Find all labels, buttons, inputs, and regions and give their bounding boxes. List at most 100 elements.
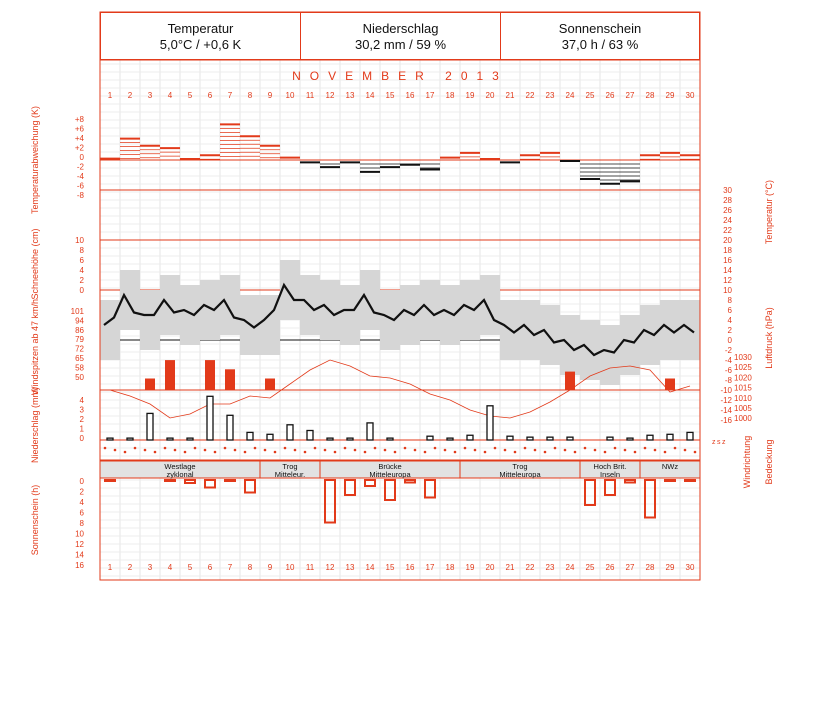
weather-pattern-label: Mitteleuropa [369,470,411,479]
sunshine-tick: 0 [80,477,85,486]
precip-bar [206,395,214,441]
wind-direction-dot [193,446,197,450]
header-temperature-value: 5,0°C / +0,6 K [159,37,242,52]
temperature-range-band [400,285,420,345]
header-precipitation-value: 30,2 mm / 59 % [354,37,447,52]
wind-peak-bar [145,378,155,390]
precip-tick: 1 [80,425,85,434]
sunshine-bar [244,479,256,494]
day-label-top: 7 [228,91,233,100]
temperature-tick: 16 [723,256,732,265]
wind-direction-dot [273,450,277,454]
day-label-bottom: 30 [686,563,695,572]
day-label-bottom: 7 [228,563,233,572]
day-label-top: 5 [188,91,193,100]
sunshine-tick: 8 [80,519,85,528]
wind-direction-dot [143,448,147,452]
wind-direction-dot [423,450,427,454]
left-title-wind: Windspitzen ab 47 km/h [30,299,40,395]
precip-bar [246,431,254,441]
wind-direction-dot [353,448,357,452]
wind-direction-dot [513,450,517,454]
wind-peak-bar [265,378,275,390]
precip-bar [546,436,554,441]
temp-anomaly-tick: +4 [75,134,85,143]
precip-tick: 4 [80,396,85,405]
day-label-top: 19 [466,91,475,100]
sunshine-bar [644,479,656,519]
day-label-top: 2 [128,91,133,100]
weather-pattern-label: Mitteleur. [275,470,305,479]
weather-pattern-label: Hoch Brit. [594,462,627,471]
day-label-bottom: 25 [586,563,595,572]
day-label-top: 25 [586,91,595,100]
temperature-range-band [140,290,160,350]
temperature-range-band [620,315,640,375]
sunshine-bar [384,479,396,501]
wind-direction-dot [263,448,267,452]
pressure-tick: 1010 [734,394,752,403]
day-label-bottom: 15 [386,563,395,572]
precip-bar [286,424,294,441]
precip-bar [646,434,654,441]
temp-anomaly-tick: -2 [77,163,85,172]
precip-bar [506,435,514,441]
precip-bar [166,437,174,441]
wind-direction-dot [313,446,317,450]
temperature-range-band [380,290,400,350]
wind-direction-dot [403,446,407,450]
month-title: NOVEMBER 2013 [292,69,508,83]
day-label-bottom: 12 [326,563,335,572]
wind-direction-dot [543,450,547,454]
precip-bar [366,422,374,441]
temp-anomaly-tick: -4 [77,172,85,181]
day-label-bottom: 14 [366,563,375,572]
wind-peak-bar [565,371,575,390]
sunshine-tick: 14 [75,551,84,560]
wind-direction-dot [683,448,687,452]
day-label-bottom: 17 [426,563,435,572]
precip-bar [126,437,134,441]
temperature-range-band [360,270,380,330]
day-label-bottom: 2 [128,563,133,572]
day-label-top: 9 [268,91,273,100]
weather-pattern-label: zyklonal [166,470,193,479]
day-label-bottom: 11 [306,563,315,572]
wind-direction-dot [243,450,247,454]
temperature-tick: 26 [723,206,732,215]
temperature-tick: -6 [725,366,733,375]
wind-peak-bar [165,360,175,390]
wind-direction-tick: z [712,439,716,446]
day-label-top: 12 [326,91,335,100]
temperature-range-band [540,305,560,365]
axis-labels: NOVEMBER 2013112233445566778899101011111… [30,69,774,572]
day-label-bottom: 10 [286,563,295,572]
day-label-bottom: 24 [566,563,575,572]
sunshine-tick: 2 [80,488,85,497]
precip-bar [606,436,614,441]
wind-tick: 58 [75,363,84,372]
day-label-top: 3 [148,91,153,100]
sunshine-bar [184,479,196,484]
precip-bar [666,433,674,441]
day-label-bottom: 28 [646,563,655,572]
temperature-tick: 30 [723,186,732,195]
temperature-tick: -12 [720,396,732,405]
snow-tick: 0 [80,286,85,295]
temp-anomaly-tick: -6 [77,182,85,191]
day-label-bottom: 22 [526,563,535,572]
wind-direction-tick: z [722,439,726,446]
day-label-top: 30 [686,91,695,100]
sunshine-bar [204,479,216,489]
wind-direction-dot [123,450,127,454]
day-label-bottom: 19 [466,563,475,572]
wind-direction-dot [663,450,667,454]
precip-bar [186,437,194,441]
snow-tick: 6 [80,256,85,265]
precip-tick: 3 [80,406,85,415]
wind-direction-dot [153,450,157,454]
day-label-top: 11 [306,91,315,100]
sunshine-bar [584,479,596,506]
right-title-temperature: Temperatur (°C) [764,180,774,244]
day-label-top: 21 [506,91,515,100]
